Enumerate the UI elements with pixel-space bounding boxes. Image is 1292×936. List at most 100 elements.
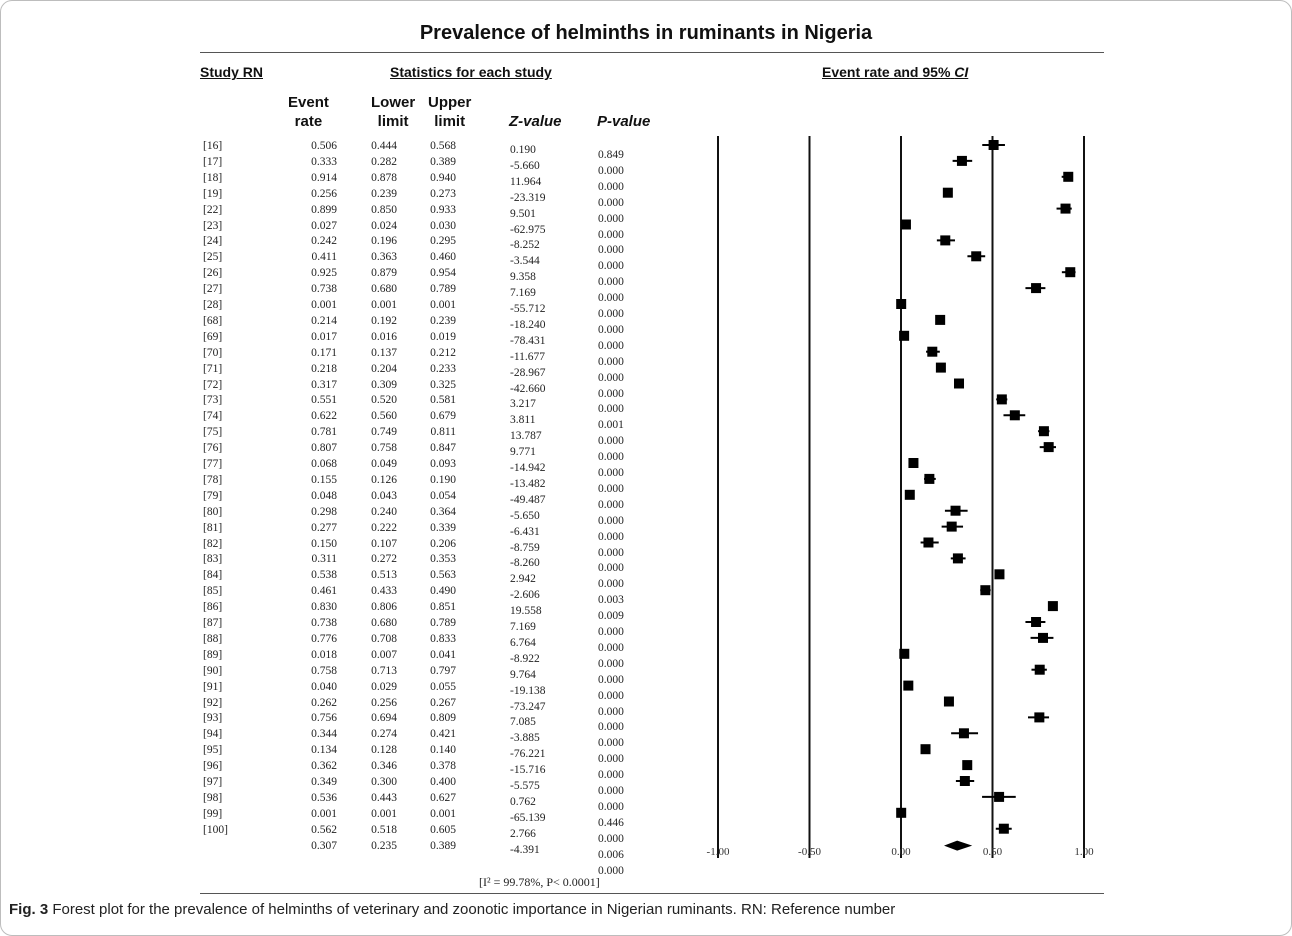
event-rate-cell: 0.317 [311, 378, 337, 391]
upper-limit-cell: 0.581 [430, 394, 456, 407]
study-marker [994, 791, 1005, 802]
study-marker [1043, 442, 1054, 453]
study-marker [935, 314, 946, 325]
lower-limit-cell: 0.433 [371, 585, 397, 598]
event-rate-cell: 0.214 [311, 314, 337, 327]
p-value-cell: 0.000 [598, 705, 624, 718]
lower-limit-cell: 0.001 [371, 807, 397, 820]
lower-limit-cell: 0.444 [371, 140, 397, 152]
pooled-diamond [944, 840, 973, 851]
study-marker [1009, 410, 1020, 421]
upper-limit-cell: 0.627 [430, 791, 456, 804]
p-value-cell: 0.000 [598, 403, 624, 416]
study-rn: [71] [203, 362, 223, 375]
upper-limit-cell: 0.378 [430, 760, 456, 773]
event-rate-cell: 0.242 [311, 235, 337, 248]
p-value-cell: 0.000 [598, 657, 624, 670]
event-rate-cell: 0.738 [311, 617, 337, 629]
p-value-cell: 0.000 [598, 387, 624, 400]
study-marker [942, 187, 953, 198]
z-value-cell: -65.139 [510, 811, 546, 824]
upper-limit-cell: 0.811 [430, 426, 456, 439]
z-value-cell: -19.138 [510, 684, 546, 697]
z-value-cell: -78.431 [510, 334, 546, 347]
p-value-cell: 0.000 [598, 244, 624, 257]
upper-limit-cell: 0.001 [430, 299, 456, 311]
p-value-cell: 0.000 [598, 482, 624, 495]
z-value-cell: -8.252 [510, 239, 540, 252]
pooled-lower-cell: 0.235 [371, 839, 397, 852]
upper-limit-cell: 0.490 [430, 585, 456, 598]
study-rn: [82] [203, 537, 223, 550]
event-rate-cell: 0.150 [311, 537, 337, 550]
upper-limit-cell: 0.325 [430, 378, 456, 391]
lower-limit-cell: 0.363 [371, 251, 397, 264]
p-value-cell: 0.000 [598, 435, 624, 448]
study-rn: [78] [203, 473, 223, 486]
study-rn: [26] [203, 267, 223, 280]
p-value-cell: 0.000 [598, 673, 624, 686]
study-marker [946, 521, 957, 532]
lower-limit-cell: 0.001 [371, 299, 397, 311]
caption-text: Forest plot for the prevalence of helmin… [48, 901, 896, 918]
study-marker [903, 680, 914, 691]
study-rn: [80] [203, 505, 223, 518]
study-marker [1034, 664, 1045, 675]
p-value-cell: 0.000 [598, 228, 624, 241]
lower-limit-cell: 0.758 [371, 442, 397, 455]
study-marker [900, 219, 911, 230]
event-rate-cell: 0.048 [311, 489, 337, 502]
study-marker [899, 330, 910, 341]
event-rate-cell: 0.776 [311, 632, 337, 645]
z-value-cell: -6.431 [510, 525, 540, 538]
p-value-cell: 0.000 [598, 562, 624, 575]
lower-limit-cell: 0.043 [371, 489, 397, 502]
p-value-cell: 0.000 [598, 689, 624, 702]
event-rate-cell: 0.756 [311, 712, 337, 725]
upper-limit-cell: 0.030 [430, 219, 456, 232]
study-marker [1038, 632, 1049, 643]
p-value-cell: 0.000 [598, 196, 624, 209]
lower-limit-cell: 0.239 [371, 187, 397, 200]
col-z-value: Z-value [509, 113, 562, 130]
study-rn: [100] [203, 823, 228, 836]
upper-limit-cell: 0.206 [430, 537, 456, 550]
p-value-cell: 0.000 [598, 769, 624, 782]
study-marker [994, 569, 1005, 580]
p-value-cell: 0.000 [598, 530, 624, 543]
event-rate-cell: 0.256 [311, 187, 337, 200]
study-marker [1047, 601, 1058, 612]
study-marker [950, 505, 961, 516]
study-marker [1063, 171, 1074, 182]
upper-limit-cell: 0.789 [430, 283, 456, 296]
upper-limit-cell: 0.295 [430, 235, 456, 248]
study-header: Study RN [200, 64, 263, 80]
p-value-cell: 0.009 [598, 610, 624, 623]
upper-limit-cell: 0.568 [430, 140, 456, 152]
event-rate-cell: 0.017 [311, 330, 337, 343]
plot-header-ci: CI [954, 64, 969, 80]
upper-limit-cell: 0.851 [430, 601, 456, 614]
p-value-cell: 0.000 [598, 737, 624, 750]
study-marker [996, 394, 1007, 405]
study-marker [1060, 203, 1071, 214]
study-marker [980, 585, 991, 596]
study-rn: [24] [203, 235, 223, 248]
upper-limit-cell: 0.140 [430, 744, 456, 757]
p-value-cell: 0.000 [598, 451, 624, 464]
event-rate-cell: 0.562 [311, 823, 337, 836]
z-value-cell: 0.190 [510, 144, 536, 156]
study-rn: [72] [203, 378, 223, 391]
lower-limit-cell: 0.107 [371, 537, 397, 550]
study-marker [1031, 617, 1042, 627]
event-rate-cell: 0.538 [311, 569, 337, 582]
event-rate-cell: 0.344 [311, 728, 337, 741]
lower-limit-cell: 0.680 [371, 283, 397, 296]
z-value-cell: 11.964 [510, 175, 542, 188]
z-value-cell: 9.771 [510, 446, 536, 459]
pooled-z-cell: -4.391 [510, 843, 540, 856]
study-marker [988, 140, 999, 150]
lower-limit-cell: 0.713 [371, 664, 397, 677]
plot-header-label: Event rate and 95% [822, 64, 951, 80]
